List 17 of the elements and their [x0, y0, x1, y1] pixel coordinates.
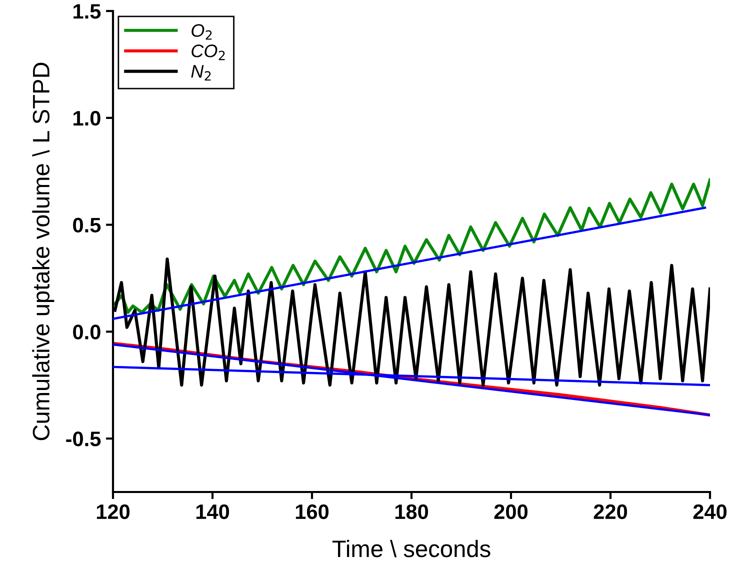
- y-axis-title: Cumulative uptake volume \ L STPD: [32, 62, 54, 440]
- y-tick-label: 1.0: [74, 110, 100, 126]
- legend-label: CO$_{2}$: [192, 44, 225, 60]
- y-tick-label: 1.5: [74, 4, 101, 19]
- y-tick-label: -0.5: [66, 432, 101, 446]
- y-tick-label: 0.5: [73, 218, 101, 233]
- legend-label: N$_{2}$: [191, 65, 211, 81]
- x-tick-label: 240: [693, 504, 727, 520]
- y-tick-label: 0.0: [73, 324, 100, 340]
- x-tick-label: 120: [96, 504, 130, 520]
- x-tick-label: 140: [196, 504, 230, 520]
- x-axis-title: Time \ seconds: [332, 540, 490, 558]
- x-tick-label: 220: [594, 504, 628, 520]
- x-tick-label: 160: [296, 504, 329, 520]
- legend-label: O$_{2}$: [192, 24, 212, 40]
- x-tick-label: 180: [395, 504, 428, 520]
- x-tick-label: 200: [494, 504, 528, 520]
